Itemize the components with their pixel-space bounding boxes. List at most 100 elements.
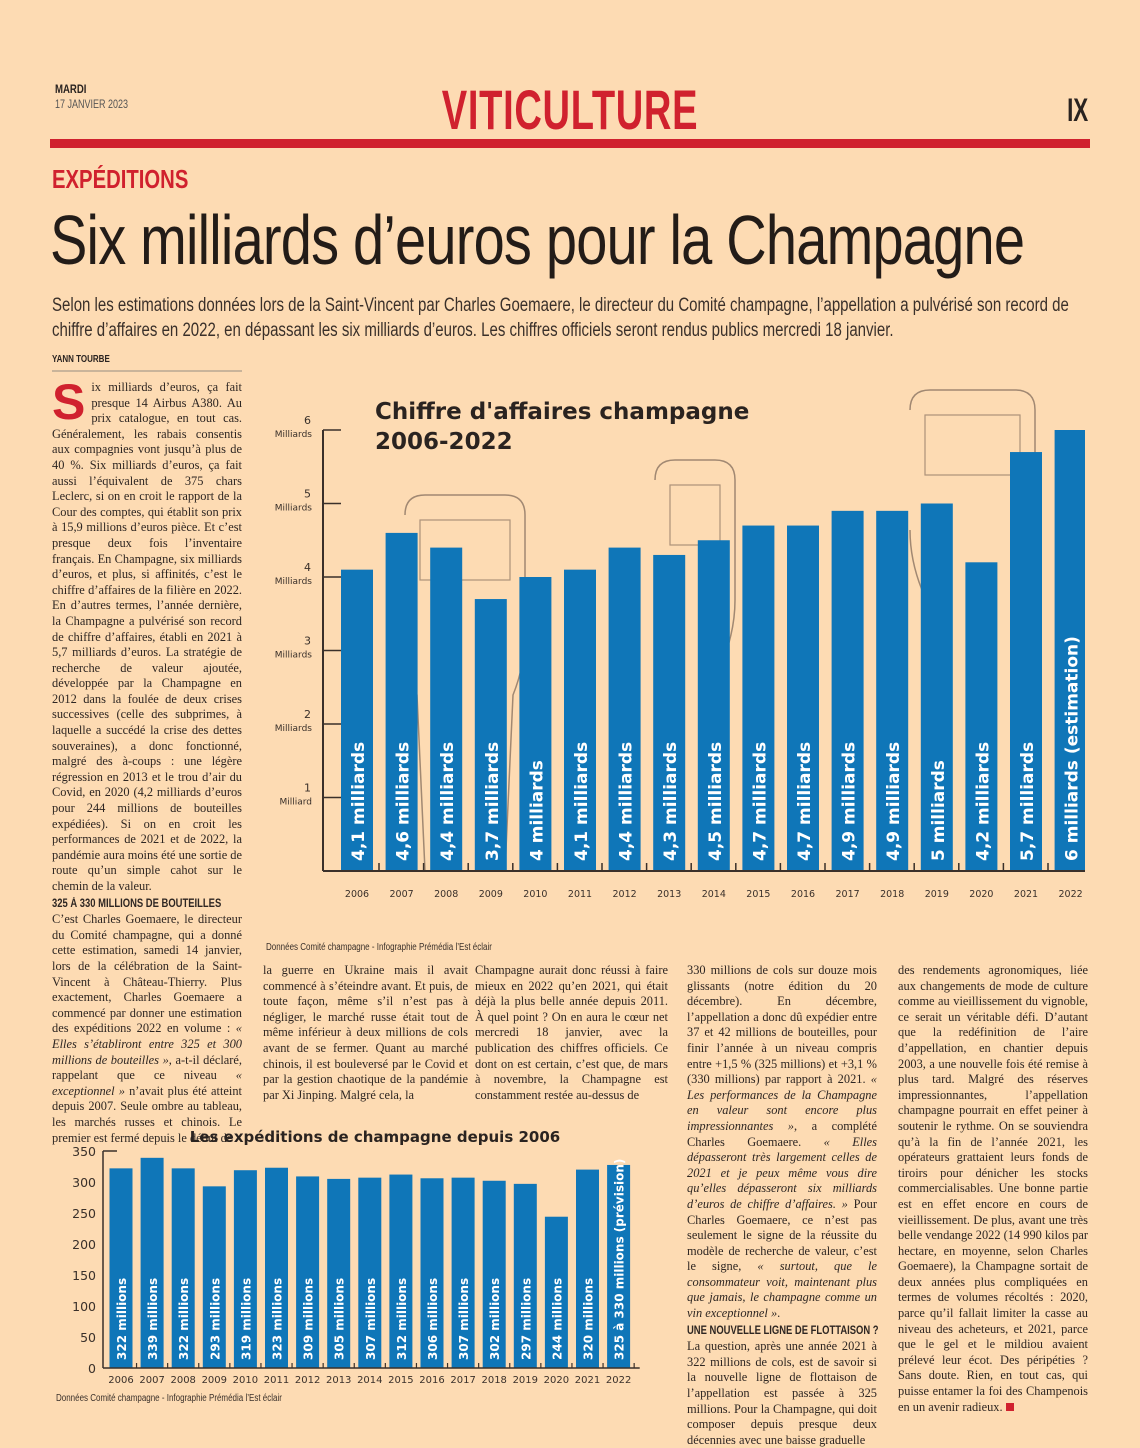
x-tick-label-2021: 2021 [575,1375,600,1386]
y-tick-label: 0 [88,1361,96,1376]
y-tick-unit: Milliards [275,724,313,734]
article-column-4: 330 millions de cols sur douze mois glis… [687,963,879,1448]
data-label-2020: 4,2 milliards [973,742,993,861]
bar-2012 [608,547,641,871]
x-tick-label-2009: 2009 [479,889,503,900]
x-tick-label-2018: 2018 [481,1375,506,1386]
bar-2018 [876,510,909,871]
x-tick-label-2012: 2012 [295,1375,320,1386]
y-tick-label: 100 [72,1299,96,1314]
data-label-2019: 5 milliards [929,760,949,861]
data-label-2006: 4,1 milliards [349,742,369,861]
bar-2010 [519,577,552,871]
x-tick-label-2015: 2015 [388,1375,413,1386]
bottle-outline [404,494,526,872]
data-label-2006: 322 millions [115,1278,129,1360]
bar-2016 [787,525,819,871]
y-tick-label: 50 [80,1330,96,1345]
bar-2020 [965,562,998,871]
paragraph-text: des rendements agronomiques, liée aux ch… [898,963,1088,1414]
shipments-chart: Les expéditions de champagne depuis 2006… [72,1128,640,1386]
paragraph: Champagne aurait donc réussi à faire mie… [475,963,668,1102]
x-tick-label-2007: 2007 [390,889,414,900]
x-tick-label-2021: 2021 [1014,889,1038,900]
bar-2021 [1010,452,1042,871]
x-tick-label-2020: 2020 [969,889,993,900]
x-tick-label-2015: 2015 [746,889,770,900]
bar-2021 [576,1169,599,1368]
y-tick-value: 5 [304,488,311,501]
x-tick-label-2011: 2011 [264,1375,289,1386]
y-tick-label: 250 [72,1206,96,1221]
bar-2008 [430,547,463,871]
headline: Six milliards d’euros pour la Champagne [50,201,1025,279]
subheading: 325 À 330 MILLIONS DE BOUTEILLES [52,897,222,910]
bar-2012 [296,1176,320,1368]
y-tick-unit: Milliards [275,504,313,514]
page-number: IX [1066,92,1088,128]
quote: « exceptionnel » [52,1068,242,1098]
bar-2007 [140,1157,164,1368]
x-tick-label-2022: 2022 [1059,889,1083,900]
x-tick-label-2019: 2019 [513,1375,538,1386]
x-tick-label-2011: 2011 [568,889,592,900]
bar-2020 [544,1216,568,1368]
bar-2013 [327,1178,351,1368]
paragraph: C’est Charles Goemaere, le directeur du … [52,912,242,1146]
bottle-cage [669,484,721,546]
quote: « Elles s’établiront entre 325 et 300 mi… [52,1021,242,1067]
paragraph: La question, après une année 2021 à 322 … [687,1339,877,1447]
paragraph-text: , a complété Charles Goemaere. [687,1118,877,1149]
data-label-2022: 6 milliards (estimation) [1063,636,1083,861]
y-tick-value: 6 [304,414,311,427]
bar-2007 [385,532,418,871]
x-tick-label-2022: 2022 [606,1375,631,1386]
data-label-2010: 319 millions [239,1278,253,1360]
bar-2008 [171,1168,195,1368]
article-column-2: la guerre en Ukraine mais il avait comme… [263,963,468,1103]
bar-2019 [920,503,953,871]
x-tick-label-2013: 2013 [326,1375,351,1386]
chart-title-line-1: Chiffre d'affaires champagne [375,399,749,425]
section-title: VITICULTURE [441,78,699,141]
data-label-2016: 306 millions [426,1278,440,1360]
end-mark [1005,1402,1014,1411]
paragraph: 330 millions de cols sur douze mois glis… [687,963,877,1322]
data-label-2007: 339 millions [146,1278,160,1360]
paragraph-text: C’est Charles Goemaere, le directeur du … [52,912,242,1036]
paragraph-text: ix milliards d’euros, ça fait presque 14… [52,380,242,893]
bar-2016 [420,1178,444,1368]
bar-2015 [389,1174,413,1368]
bar-2014 [697,540,730,871]
x-tick-label-2008: 2008 [170,1375,195,1386]
chart-credit: Données Comité champagne - Infographie P… [266,942,492,953]
data-label-2020: 244 millions [550,1278,564,1360]
data-label-2021: 320 millions [582,1278,596,1360]
x-tick-label-2013: 2013 [657,889,681,900]
y-tick-label: 300 [72,1175,96,1190]
bar-2010 [233,1170,257,1368]
data-label-2022: 325 à 330 millions (prévision) [613,1159,627,1360]
bottle-cage [924,414,1021,476]
bar-2022 [607,1164,631,1368]
x-tick-label-2009: 2009 [202,1375,227,1386]
x-tick-label-2006: 2006 [108,1375,133,1386]
y-tick-unit: Milliard [279,798,312,808]
data-label-2013: 305 millions [333,1278,347,1360]
y-tick-label: 150 [72,1268,96,1283]
data-label-2017: 4,9 milliards [840,742,860,861]
x-tick-label-2016: 2016 [791,889,815,900]
data-label-2014: 4,5 milliards [706,742,726,861]
data-label-2015: 4,7 milliards [750,742,770,861]
bar-2017 [451,1177,475,1368]
x-tick-label-2019: 2019 [925,889,949,900]
bar-2022 [1054,430,1085,871]
paragraph-text: Pour Charles Goemaere, ce n’est pas seul… [687,1196,877,1274]
y-tick-value: 4 [304,561,311,574]
data-label-2008: 322 millions [177,1278,191,1360]
x-tick-label-2017: 2017 [450,1375,475,1386]
y-tick-value: 2 [304,708,311,721]
data-label-2015: 312 millions [395,1278,409,1360]
x-tick-label-2007: 2007 [139,1375,164,1386]
